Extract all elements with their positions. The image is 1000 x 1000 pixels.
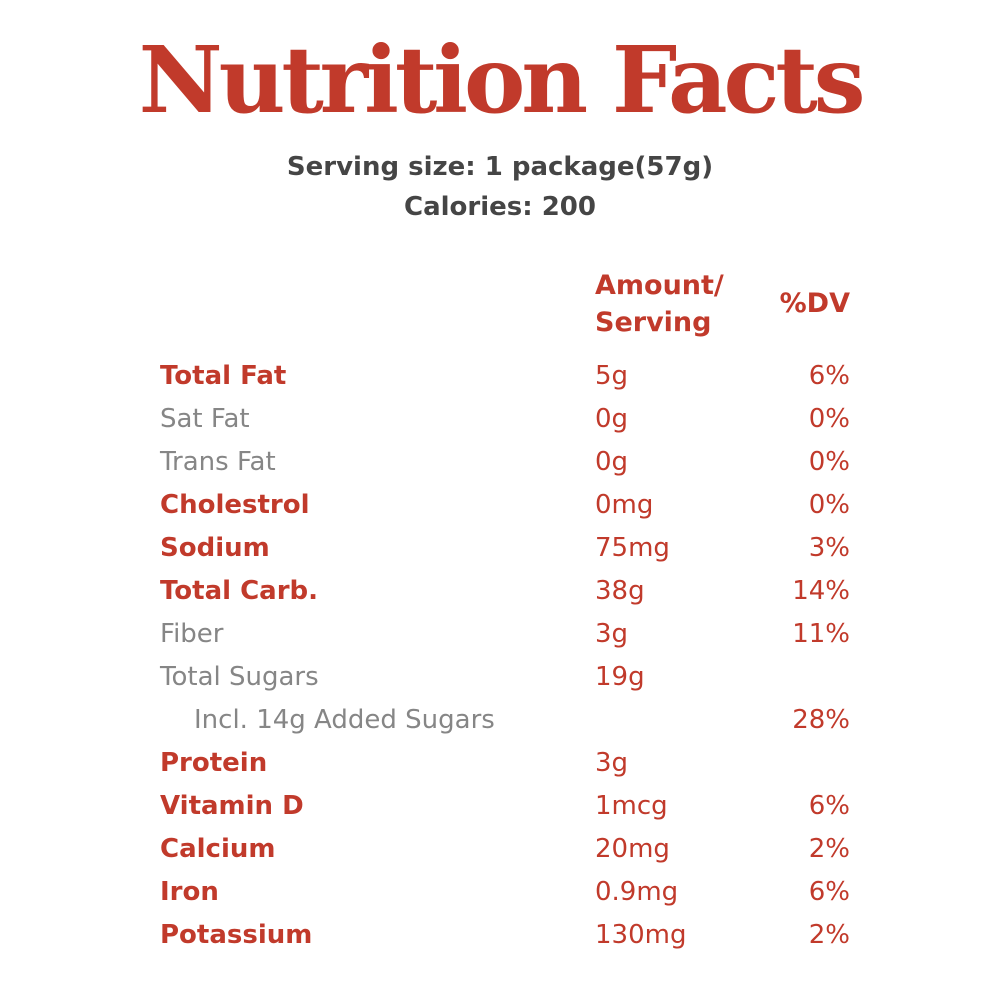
table-row: Fiber 3g 11%	[160, 613, 850, 656]
table-row: Protein 3g	[160, 742, 850, 785]
row-amount: 3g	[595, 747, 629, 778]
serving-size-line: Serving size: 1 package(57g)	[286, 151, 714, 182]
row-amount: 0.9mg	[595, 876, 679, 907]
row-dv: 2%	[808, 833, 850, 864]
row-label: Trans Fat	[160, 446, 276, 477]
row-dv	[785, 742, 850, 785]
row-dv: 28%	[792, 704, 850, 735]
row-amount: 19g	[595, 661, 645, 692]
table-row: Iron 0.9mg 6%	[160, 871, 850, 914]
row-label: Sodium	[160, 532, 270, 563]
row-label: Cholestrol	[160, 489, 310, 520]
row-dv: 2%	[808, 919, 850, 950]
row-amount: 0mg	[595, 489, 654, 520]
row-dv: 14%	[792, 575, 850, 606]
amount-header-line2: Serving	[595, 306, 712, 338]
row-dv: 3%	[808, 532, 850, 563]
row-amount: 20mg	[595, 833, 670, 864]
row-dv: 11%	[792, 618, 850, 649]
row-label: Iron	[160, 876, 219, 907]
row-dv: 6%	[808, 876, 850, 907]
table-row: Sodium 75mg 3%	[160, 527, 850, 570]
table-row: Sat Fat 0g 0%	[160, 398, 850, 441]
nutrition-table-header: Amount/ Serving %DV	[160, 267, 850, 355]
row-label: Total Sugars	[160, 661, 319, 692]
amount-header-line1: Amount/	[595, 269, 724, 301]
table-row: Cholestrol 0mg 0%	[160, 484, 850, 527]
nutrition-table: Amount/ Serving %DV Total Fat 5g 6% Sat Fat…	[160, 267, 850, 957]
table-row: Total Sugars 19g	[160, 656, 850, 699]
row-amount: 38g	[595, 575, 645, 606]
label-subtitles: Serving size: 1 package(57g) Calories: 2…	[0, 147, 1000, 227]
nutrition-table-rows: Total Fat 5g 6% Sat Fat 0g 0% Trans Fat 0g 0% Cho…	[160, 355, 850, 957]
row-label: Total Fat	[160, 360, 287, 391]
table-row: Potassium 130mg 2%	[160, 914, 850, 957]
row-amount: 3g	[595, 618, 629, 649]
row-dv: 0%	[808, 446, 850, 477]
row-dv	[785, 656, 850, 699]
table-row: Calcium 20mg 2%	[160, 828, 850, 871]
label-header: Nutrition Facts Serving size: 1 package(…	[0, 0, 1000, 227]
row-label: Incl. 14g Added Sugars	[194, 704, 495, 735]
dv-column-header: %DV	[779, 288, 850, 320]
row-label: Protein	[160, 747, 268, 778]
row-amount: 130mg	[595, 919, 687, 950]
row-label: Sat Fat	[160, 403, 250, 434]
table-row: Total Fat 5g 6%	[160, 355, 850, 398]
row-dv: 0%	[808, 403, 850, 434]
row-amount: 0g	[595, 403, 629, 434]
row-dv: 6%	[808, 790, 850, 821]
row-amount	[595, 699, 785, 742]
row-amount: 5g	[595, 360, 629, 391]
label-column-header	[160, 267, 595, 341]
row-amount: 0g	[595, 446, 629, 477]
row-amount: 75mg	[595, 532, 670, 563]
row-amount: 1mcg	[595, 790, 668, 821]
row-label: Fiber	[160, 618, 224, 649]
row-label: Vitamin D	[160, 790, 304, 821]
table-row: Trans Fat 0g 0%	[160, 441, 850, 484]
calories-line: Calories: 200	[404, 191, 596, 222]
table-row: Total Carb. 38g 14%	[160, 570, 850, 613]
row-label: Calcium	[160, 833, 276, 864]
row-dv: 6%	[808, 360, 850, 391]
amount-column-header: Amount/ Serving	[595, 267, 785, 341]
table-row: Incl. 14g Added Sugars 28%	[160, 699, 850, 742]
row-label: Total Carb.	[160, 575, 319, 606]
row-label: Potassium	[160, 919, 313, 950]
page-title: Nutrition Facts	[138, 26, 866, 134]
row-dv: 0%	[808, 489, 850, 520]
table-row: Vitamin D 1mcg 6%	[160, 785, 850, 828]
